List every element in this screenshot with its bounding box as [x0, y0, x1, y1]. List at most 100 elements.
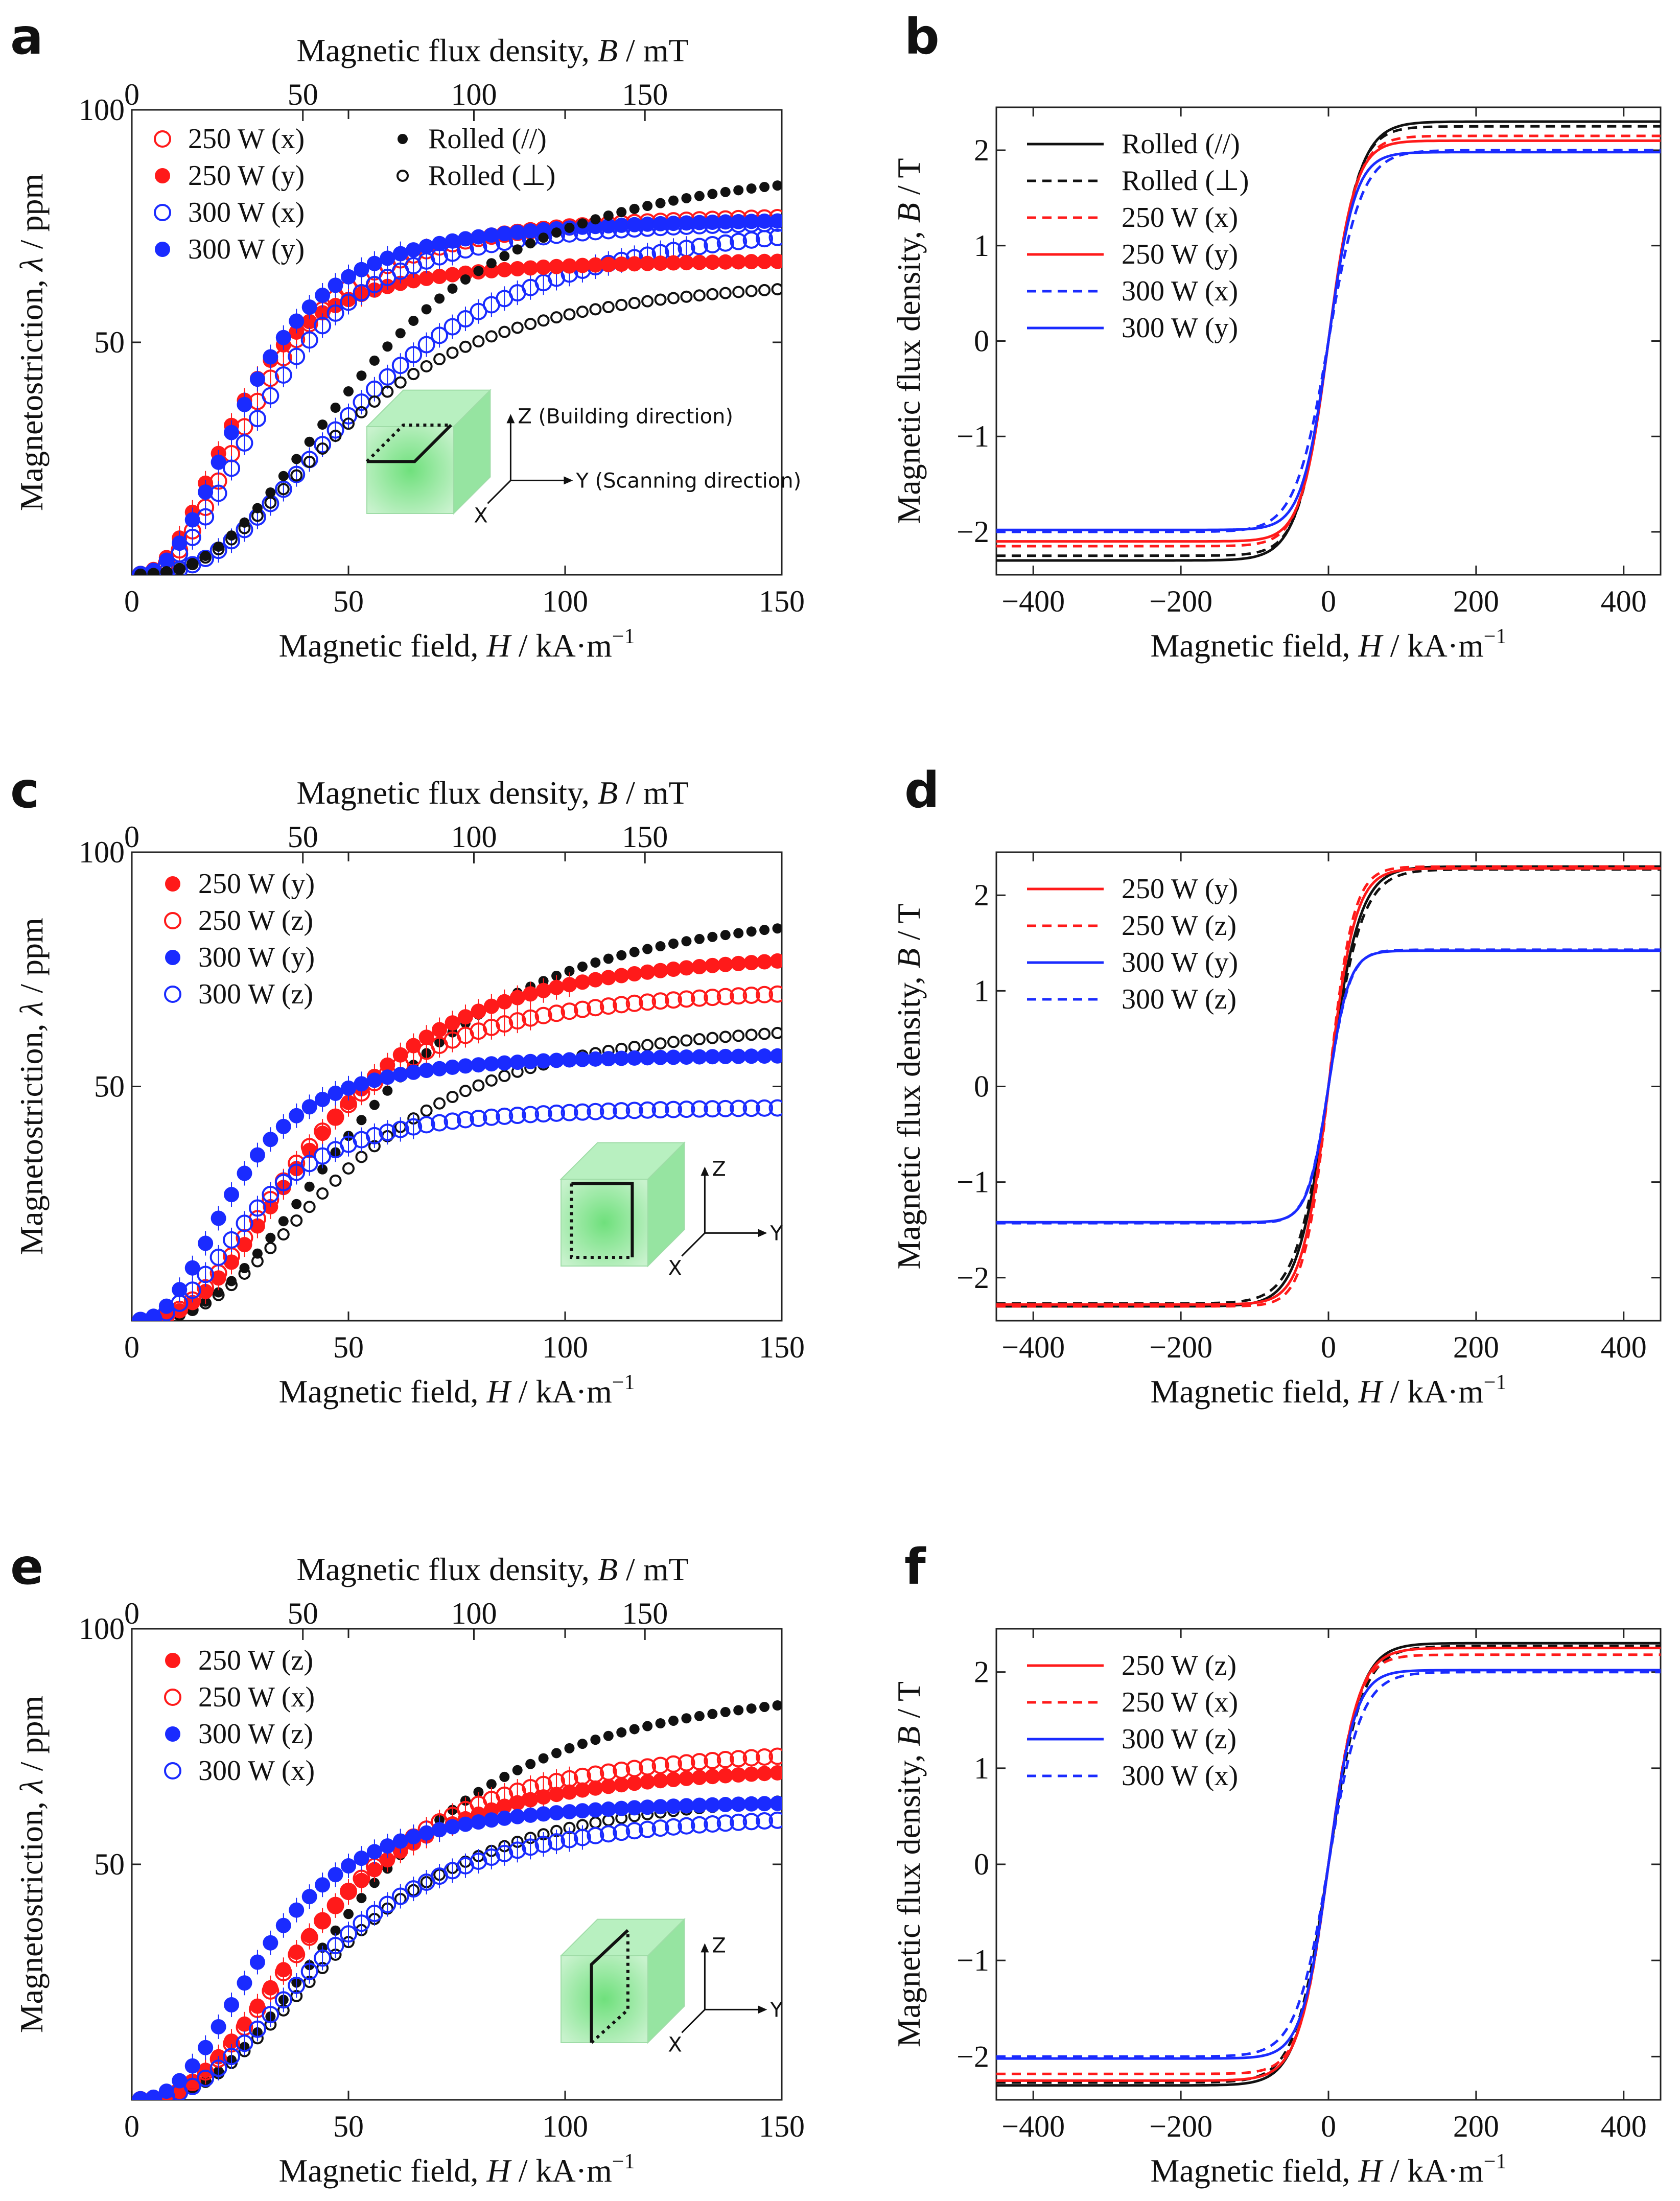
data-point	[486, 258, 497, 269]
data-point	[382, 1085, 393, 1096]
data-point	[538, 232, 549, 243]
data-point	[730, 232, 748, 250]
data-point	[420, 360, 433, 372]
data-point	[265, 487, 276, 498]
data-point	[314, 1122, 332, 1140]
data-point	[564, 966, 575, 976]
y-tick-label: 50	[94, 325, 125, 359]
data-point	[652, 963, 668, 978]
data-point	[291, 454, 302, 464]
data-point	[694, 1711, 705, 1721]
data-point	[432, 1822, 448, 1838]
data-point	[562, 258, 577, 274]
data-point	[198, 2040, 214, 2055]
data-point	[355, 406, 368, 418]
legend-label: 300 W (x)	[1122, 1760, 1238, 1792]
data-point	[769, 1765, 782, 1781]
data-point	[262, 2006, 279, 2024]
y-tick-label: −2	[956, 2040, 989, 2073]
x-tick-label: 50	[333, 584, 364, 618]
data-point	[405, 346, 423, 364]
data-point	[445, 267, 460, 283]
data-point	[733, 185, 744, 196]
series-line-300-w-x-	[996, 1671, 1661, 2058]
data-point	[642, 201, 653, 212]
data-point	[290, 1214, 303, 1227]
panel-b: b −400 −200 0 200 400 −2 −1 0 1 2 Magnetic field, H…	[891, 8, 1662, 664]
legend-label: 250 W (x)	[1122, 1687, 1238, 1718]
z-arrowhead	[701, 1166, 709, 1176]
data-point	[691, 1769, 707, 1785]
z-arrowhead	[701, 1943, 709, 1953]
data-point	[341, 1080, 356, 1096]
top-tick-label: 150	[622, 78, 668, 111]
data-point	[157, 1304, 175, 1321]
data-point	[640, 964, 656, 980]
legend-marker	[154, 204, 171, 221]
data-point	[249, 1954, 265, 1970]
data-point	[512, 244, 523, 255]
data-point	[759, 1701, 770, 1712]
data-point	[330, 403, 341, 413]
data-point	[183, 2077, 201, 2095]
data-point	[757, 1796, 773, 1812]
data-point	[549, 1805, 565, 1821]
data-point	[184, 2058, 200, 2074]
inset-y-label: Y	[769, 1222, 783, 1245]
data-point	[614, 1777, 629, 1793]
data-point	[690, 1816, 708, 1834]
data-point	[742, 1749, 760, 1767]
x-tick-label: 150	[759, 1330, 805, 1364]
x-axis-label: Magnetic field, H / kA·m−1	[1151, 625, 1507, 664]
data-point	[482, 1848, 500, 1866]
data-point	[733, 1705, 744, 1716]
data-point	[667, 1036, 680, 1048]
data-point	[614, 217, 629, 233]
data-point	[508, 1841, 526, 1859]
data-point	[236, 2034, 253, 2052]
legend-marker	[165, 876, 180, 892]
data-point	[690, 238, 708, 255]
data-point	[315, 305, 331, 321]
legend-label: 300 W (y)	[188, 233, 305, 265]
data-point	[769, 1795, 782, 1811]
data-point	[238, 522, 251, 534]
data-point	[315, 287, 331, 303]
data-point	[262, 1982, 279, 2000]
data-point	[759, 925, 770, 935]
data-point	[616, 950, 627, 961]
data-point	[262, 1185, 279, 1203]
data-point	[483, 998, 499, 1014]
data-point	[614, 1800, 629, 1816]
data-point	[757, 1048, 773, 1064]
data-point	[237, 1165, 252, 1181]
inset-axes: Z Y X	[668, 1157, 783, 1280]
data-point	[745, 1028, 758, 1041]
data-point	[238, 1267, 251, 1280]
data-point	[574, 257, 590, 273]
y-tick-label: −1	[956, 1944, 989, 1977]
data-point	[432, 1061, 448, 1076]
data-point	[304, 1181, 315, 1192]
legend-label: 300 W (x)	[198, 1755, 315, 1787]
data-point	[223, 459, 241, 477]
data-point	[471, 1057, 486, 1073]
legend-label: 250 W (z)	[198, 905, 313, 936]
data-point	[418, 1029, 434, 1045]
plot-area	[996, 1642, 1661, 2087]
data-point	[356, 1115, 367, 1126]
panel-letter-c: c	[10, 762, 39, 819]
data-point	[457, 1816, 473, 1832]
data-point	[509, 261, 525, 277]
data-point	[277, 483, 290, 496]
data-point	[456, 1111, 474, 1129]
data-point	[668, 939, 679, 949]
series-line-300-w-z-	[996, 948, 1661, 1225]
data-point	[369, 1099, 380, 1110]
data-point	[328, 277, 343, 293]
top-axis-label: Magnetic flux density, B / mT	[296, 1551, 688, 1587]
data-point	[548, 1833, 566, 1851]
data-point	[223, 2048, 241, 2066]
data-point	[497, 1810, 512, 1826]
y-tick-label: −2	[956, 1261, 989, 1295]
